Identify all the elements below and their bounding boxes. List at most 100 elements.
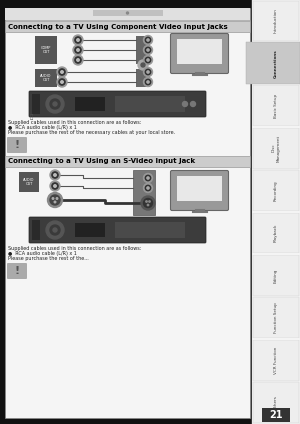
Circle shape: [73, 35, 83, 45]
Circle shape: [145, 175, 151, 181]
Bar: [253, 297, 299, 338]
Text: VCR Function: VCR Function: [274, 346, 278, 374]
Text: Please purchase the rest of the...: Please purchase the rest of the...: [8, 256, 89, 261]
Text: Connecting to a TV Using an S-Video Input Jack: Connecting to a TV Using an S-Video Inpu…: [8, 159, 195, 165]
Bar: [19, 172, 39, 192]
Text: Connections: Connections: [274, 49, 278, 78]
Bar: [253, 255, 299, 296]
Circle shape: [53, 102, 57, 106]
Circle shape: [50, 225, 60, 235]
Circle shape: [145, 185, 151, 191]
FancyBboxPatch shape: [170, 170, 229, 210]
FancyBboxPatch shape: [29, 217, 206, 243]
Circle shape: [56, 198, 58, 199]
FancyBboxPatch shape: [7, 137, 27, 153]
Circle shape: [138, 60, 148, 70]
Circle shape: [54, 185, 56, 187]
Circle shape: [143, 45, 152, 55]
Circle shape: [146, 201, 147, 202]
Circle shape: [53, 228, 57, 232]
Bar: [253, 340, 299, 381]
Circle shape: [145, 69, 151, 75]
Circle shape: [143, 184, 152, 192]
Circle shape: [143, 56, 152, 64]
Bar: [32, 220, 40, 240]
Text: Connecting to a TV Using Component Video Input Jacks: Connecting to a TV Using Component Video…: [8, 23, 228, 30]
Circle shape: [147, 39, 149, 41]
Circle shape: [61, 71, 63, 73]
Bar: [253, 382, 299, 423]
Text: ﾂ: ﾂ: [30, 114, 33, 120]
Circle shape: [77, 49, 79, 51]
Bar: [246, 42, 300, 84]
Circle shape: [52, 172, 58, 178]
Bar: [75, 97, 105, 111]
Bar: [133, 170, 155, 215]
Circle shape: [147, 49, 149, 51]
Circle shape: [54, 201, 56, 203]
Circle shape: [145, 57, 151, 63]
Bar: [253, 170, 299, 211]
Bar: [92, 10, 163, 16]
Circle shape: [143, 36, 152, 45]
Circle shape: [149, 201, 150, 202]
Bar: [252, 0, 300, 424]
Circle shape: [147, 71, 149, 73]
Circle shape: [147, 187, 149, 189]
Circle shape: [141, 63, 145, 67]
Bar: [35, 69, 57, 87]
Circle shape: [75, 57, 81, 63]
Bar: [253, 128, 299, 169]
Bar: [35, 36, 57, 64]
Circle shape: [54, 174, 56, 176]
Bar: [253, 0, 299, 42]
Circle shape: [46, 95, 64, 113]
Text: Playback: Playback: [274, 224, 278, 242]
Text: Disc
Management: Disc Management: [272, 134, 280, 162]
Text: Recording: Recording: [274, 180, 278, 201]
Circle shape: [73, 55, 83, 65]
Circle shape: [75, 47, 81, 53]
Bar: [115, 96, 185, 112]
Bar: [136, 36, 150, 64]
Circle shape: [59, 79, 65, 85]
Text: Supplied cables used in this connection are as follows:: Supplied cables used in this connection …: [8, 120, 141, 125]
Bar: [177, 176, 222, 201]
Circle shape: [52, 183, 58, 189]
Text: ●  RCA audio cable (L/R) x 1: ● RCA audio cable (L/R) x 1: [8, 125, 77, 130]
Bar: [253, 85, 299, 126]
FancyBboxPatch shape: [29, 91, 206, 117]
Circle shape: [59, 69, 65, 75]
Text: AUDIO
OUT: AUDIO OUT: [23, 178, 35, 186]
Text: ●  RCA audio cable (L/R) x 1: ● RCA audio cable (L/R) x 1: [8, 251, 77, 256]
Circle shape: [50, 195, 60, 205]
Circle shape: [50, 181, 60, 191]
Bar: [5, 8, 250, 20]
Circle shape: [46, 221, 64, 239]
Bar: [253, 212, 299, 254]
Circle shape: [145, 47, 151, 53]
Circle shape: [143, 67, 152, 76]
Text: 21: 21: [269, 410, 283, 420]
Circle shape: [73, 45, 83, 55]
Bar: [115, 222, 185, 238]
Text: Please purchase the rest of the necessary cables at your local store.: Please purchase the rest of the necessar…: [8, 130, 175, 135]
Text: !: !: [14, 266, 20, 276]
FancyBboxPatch shape: [7, 263, 27, 279]
Bar: [177, 39, 222, 64]
Circle shape: [143, 78, 152, 86]
Circle shape: [52, 198, 54, 199]
Circle shape: [75, 37, 81, 43]
Circle shape: [57, 77, 67, 87]
Text: Introduction: Introduction: [274, 8, 278, 33]
Bar: [32, 94, 40, 114]
Text: Supplied cables used in this connection are as follows:: Supplied cables used in this connection …: [8, 246, 141, 251]
Circle shape: [61, 81, 63, 83]
Text: Editing: Editing: [274, 268, 278, 282]
Bar: [136, 69, 150, 87]
Circle shape: [77, 59, 79, 61]
Circle shape: [143, 198, 152, 207]
Bar: [262, 408, 290, 422]
Circle shape: [147, 177, 149, 179]
Bar: [5, 21, 250, 32]
